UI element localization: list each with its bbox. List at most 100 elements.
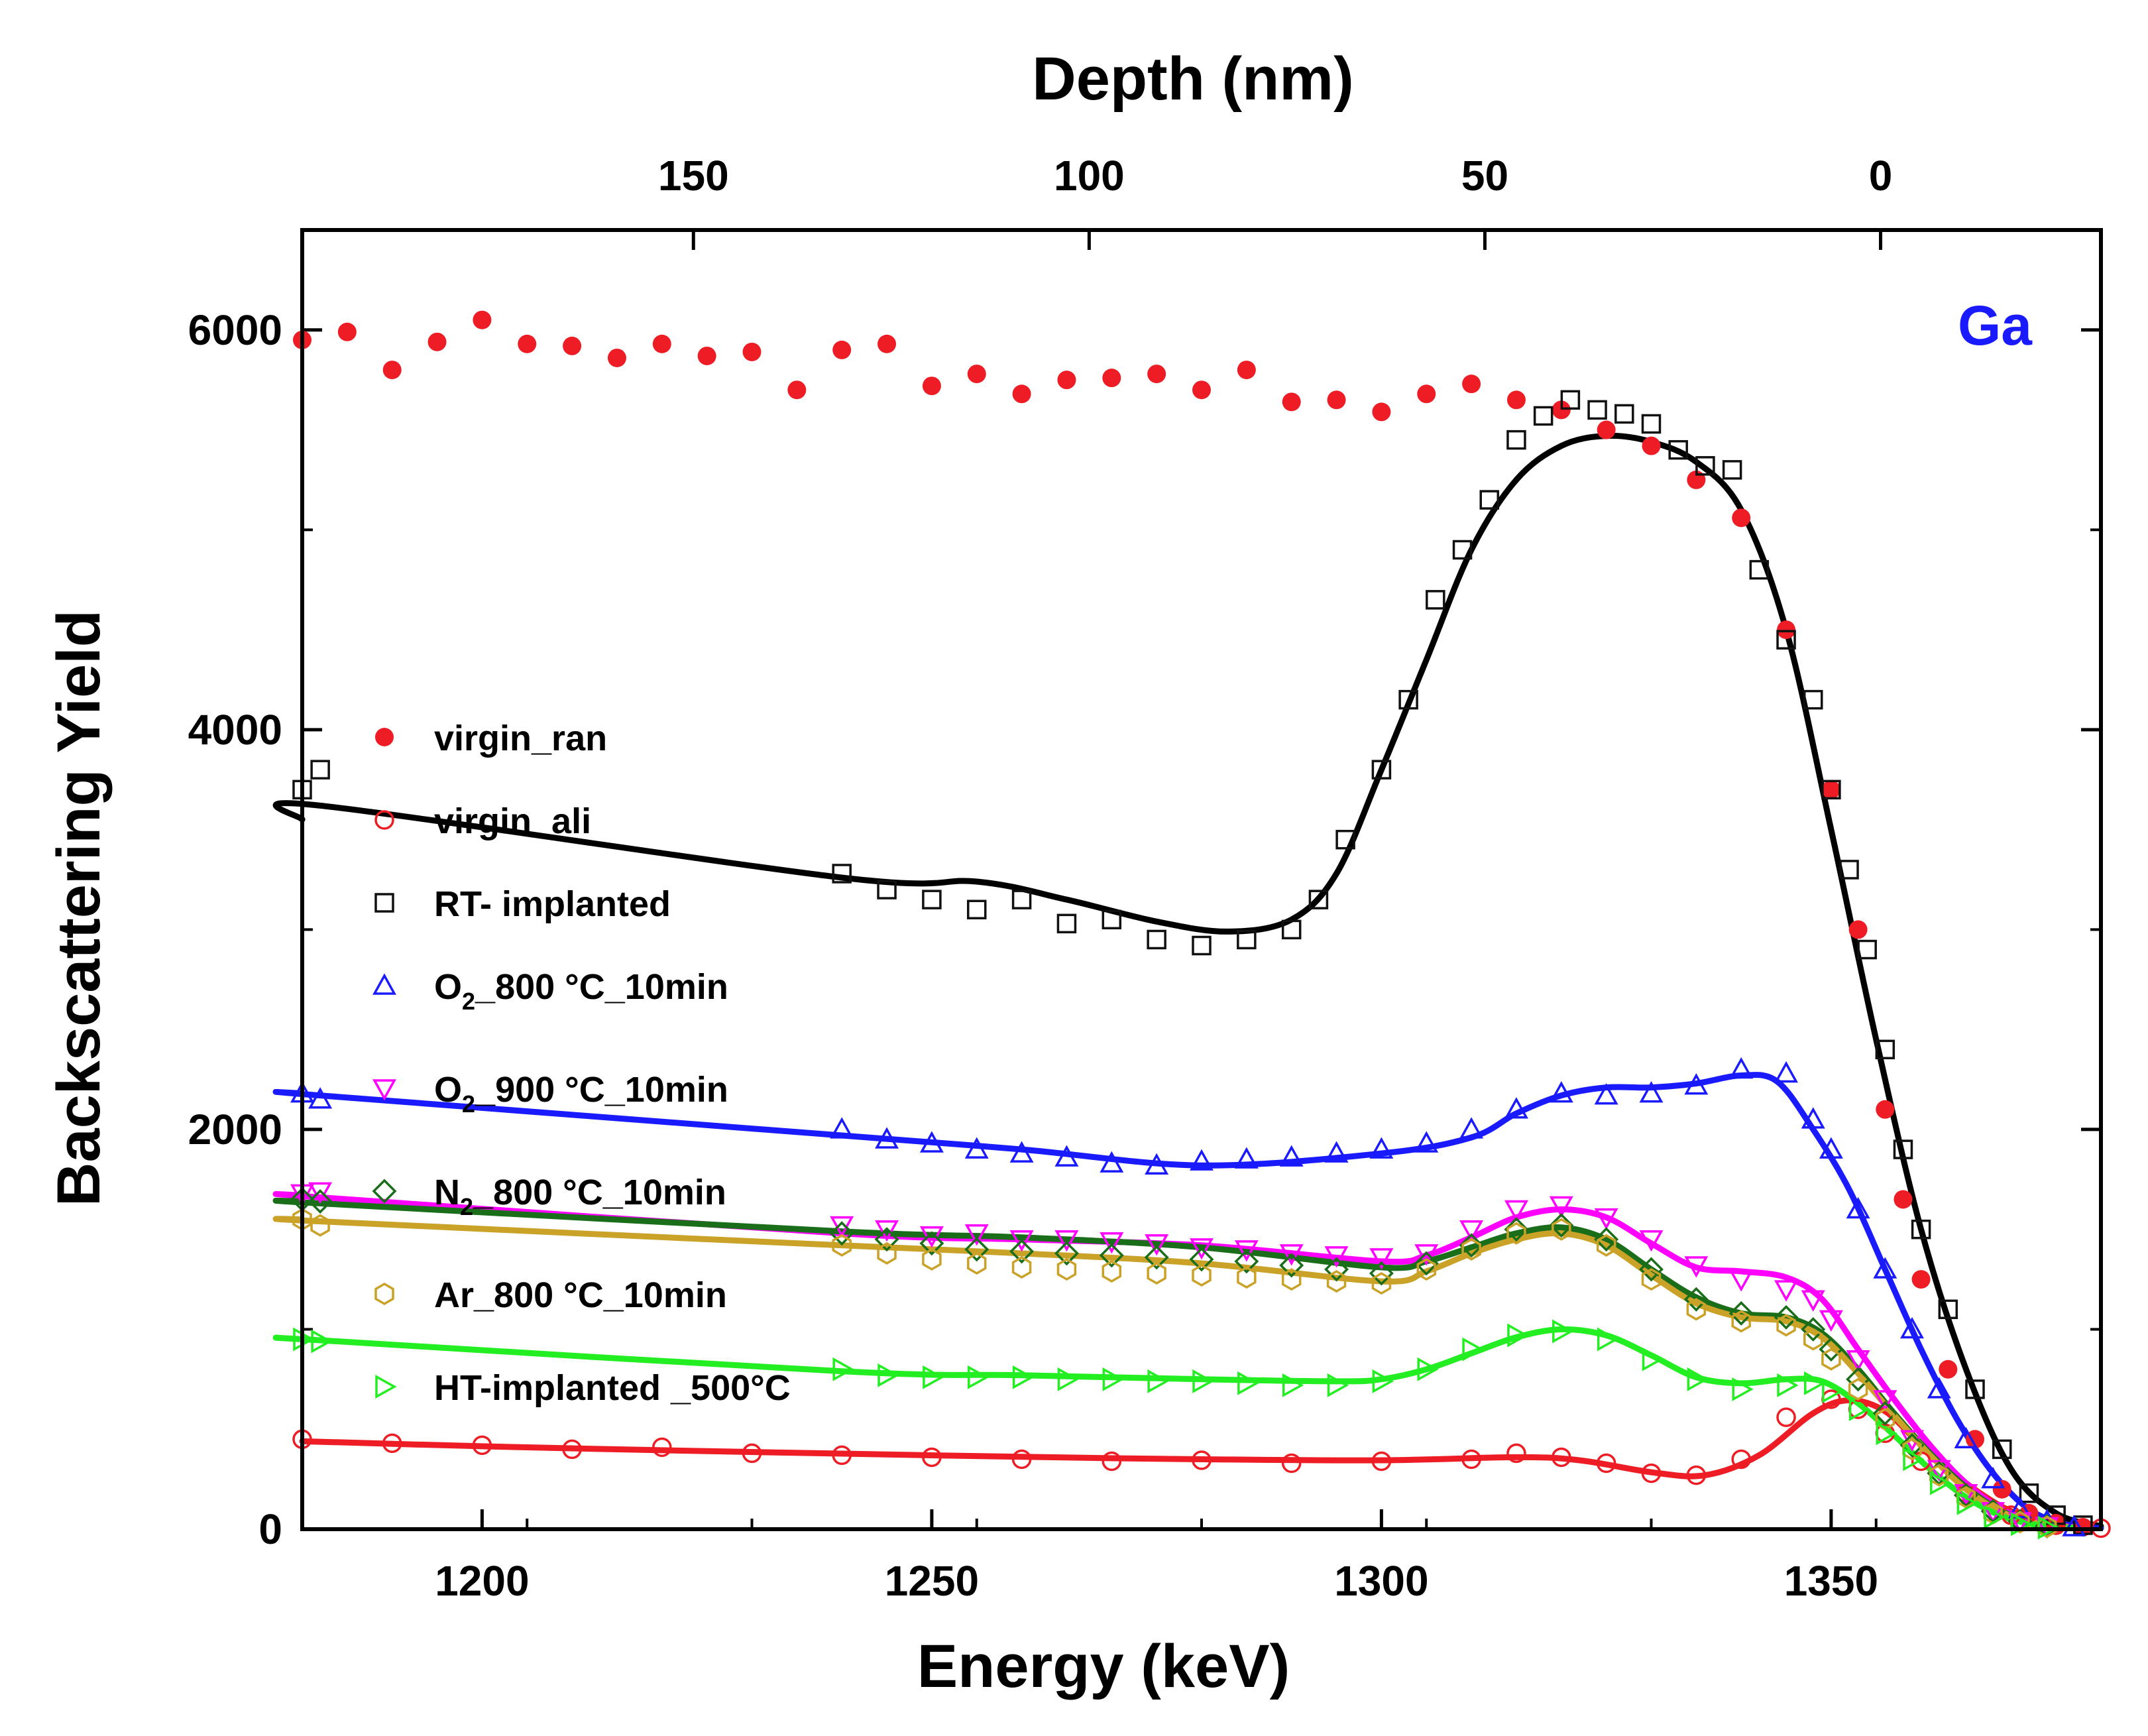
point-ar_800: [310, 1214, 330, 1237]
point-o2_900: [1819, 1310, 1843, 1332]
point-virgin_ran: [1417, 384, 1436, 404]
point-virgin_ali: [1596, 1453, 1616, 1474]
point-virgin_ran: [1732, 508, 1751, 528]
point-o2_800: [1981, 1467, 2006, 1489]
series-rt_implanted: [292, 390, 2093, 1535]
legend-o2-800-base: O: [434, 967, 462, 1007]
point-ht_implanted: [1012, 1365, 1035, 1389]
point-rt_implanted: [1803, 689, 1823, 710]
point-ar_800: [1416, 1257, 1436, 1281]
point-ht_implanted: [311, 1329, 333, 1354]
point-ar_800: [1147, 1261, 1166, 1285]
point-virgin_ali: [1776, 1407, 1796, 1427]
point-o2_900: [1369, 1248, 1394, 1270]
legend-label-o2-800: O2_800 °C_10min: [434, 967, 728, 1015]
point-rt_implanted: [1056, 913, 1077, 934]
point-n2_800: [1054, 1241, 1079, 1266]
point-o2_800: [1639, 1081, 1664, 1103]
point-ar_800: [1731, 1310, 1751, 1333]
x2-axis-title: Depth (nm): [1032, 45, 1353, 113]
point-ar_800: [1596, 1234, 1616, 1257]
point-rt_implanted: [1695, 456, 1715, 476]
point-n2_800: [1728, 1301, 1754, 1326]
point-ar_800: [877, 1242, 897, 1265]
point-virgin_ran: [787, 380, 807, 400]
point-virgin_ran: [1057, 371, 1076, 390]
legend-label-ht-implanted: HT-implanted _500°C: [434, 1368, 791, 1408]
point-o2_900: [1549, 1196, 1573, 1218]
legend-o2-900-sub: 2: [462, 1090, 475, 1118]
point-virgin_ali: [1102, 1451, 1122, 1472]
point-rt_implanted: [1992, 1439, 2012, 1460]
point-ht_implanted: [877, 1363, 899, 1387]
legend-marker-ar_800: [374, 1282, 394, 1306]
point-ht_implanted: [1417, 1357, 1439, 1381]
point-ht_implanted: [1552, 1319, 1574, 1344]
point-ht_implanted: [1057, 1367, 1080, 1391]
point-ht_implanted: [1327, 1373, 1349, 1397]
point-o2_900: [1801, 1290, 1825, 1312]
element-label-ga: Ga: [1958, 294, 2033, 357]
point-rt_implanted: [1147, 929, 1166, 950]
point-rt_implanted: [1911, 1219, 1931, 1240]
point-n2_800: [1846, 1367, 1871, 1392]
point-n2_800: [1234, 1249, 1259, 1274]
axis-ticks: 1200 1250 1300 1350 0 2000 4000 6000 150 100 50 0: [188, 152, 2102, 1605]
legend-o2-900-rest: _900 °C_10min: [475, 1070, 728, 1110]
point-virgin_ran: [1911, 1270, 1931, 1289]
point-virgin_ran: [1992, 1479, 2011, 1499]
point-ht_implanted: [1147, 1369, 1169, 1393]
point-o2_800: [1459, 1117, 1484, 1139]
point-virgin_ali: [1461, 1449, 1481, 1470]
legend-marker-o2_800: [372, 973, 396, 995]
point-rt_implanted: [1426, 590, 1445, 610]
legend-o2-800-sub: 2: [462, 988, 475, 1015]
point-rt_implanted: [1371, 760, 1392, 780]
point-o2_900: [964, 1224, 989, 1246]
point-o2_800: [1954, 1426, 1978, 1449]
point-ht_implanted: [832, 1357, 854, 1381]
point-n2_800: [1683, 1287, 1709, 1312]
point-o2_800: [1846, 1196, 1870, 1219]
legend-label-virgin-ali: virgin_ali: [434, 801, 591, 841]
point-virgin_ran: [382, 361, 402, 380]
point-o2_800: [1900, 1316, 1925, 1339]
point-ht_implanted: [1876, 1421, 1897, 1446]
point-rt_implanted: [1614, 404, 1634, 424]
point-ht_implanted: [1903, 1447, 1925, 1472]
point-n2_800: [874, 1227, 899, 1252]
point-virgin_ali: [1011, 1449, 1032, 1470]
point-rt_implanted: [1452, 540, 1473, 560]
point-rt_implanted: [1102, 909, 1122, 930]
point-ht_implanted: [1929, 1471, 1952, 1495]
point-o2_900: [1684, 1256, 1709, 1278]
x2-tick-label-150: 150: [658, 152, 729, 200]
point-virgin_ali: [832, 1445, 852, 1466]
point-virgin_ran: [1939, 1360, 1958, 1379]
point-o2_800: [1594, 1083, 1618, 1105]
legend-label-n2-800: N2_800 °C_10min: [434, 1173, 726, 1220]
y-tick-label-0: 0: [258, 1505, 282, 1553]
point-ht_implanted: [1687, 1367, 1709, 1391]
x2-tick-label-0: 0: [1869, 152, 1893, 200]
legend-n2-800-base: N: [434, 1173, 460, 1212]
point-virgin_ran: [1462, 375, 1481, 394]
point-o2_800: [1100, 1151, 1124, 1173]
point-o2_800: [1873, 1257, 1897, 1279]
legend-label-o2-900: O2_900 °C_10min: [434, 1070, 728, 1118]
point-n2_800: [1801, 1316, 1826, 1342]
point-o2_900: [875, 1220, 899, 1242]
point-virgin_ran: [1966, 1430, 1985, 1449]
point-n2_800: [1099, 1243, 1124, 1268]
point-o2_800: [1324, 1141, 1349, 1163]
point-ht_implanted: [1192, 1369, 1214, 1393]
legend-label-ar-800: Ar_800 °C_10min: [434, 1275, 727, 1315]
legend-marker-ht_implanted: [375, 1375, 397, 1399]
point-ar_800: [1875, 1408, 1895, 1431]
point-rt_implanted: [310, 760, 330, 780]
point-n2_800: [1009, 1239, 1035, 1264]
point-n2_800: [1189, 1247, 1214, 1272]
point-virgin_ran: [1552, 400, 1571, 420]
point-n2_800: [919, 1231, 944, 1256]
